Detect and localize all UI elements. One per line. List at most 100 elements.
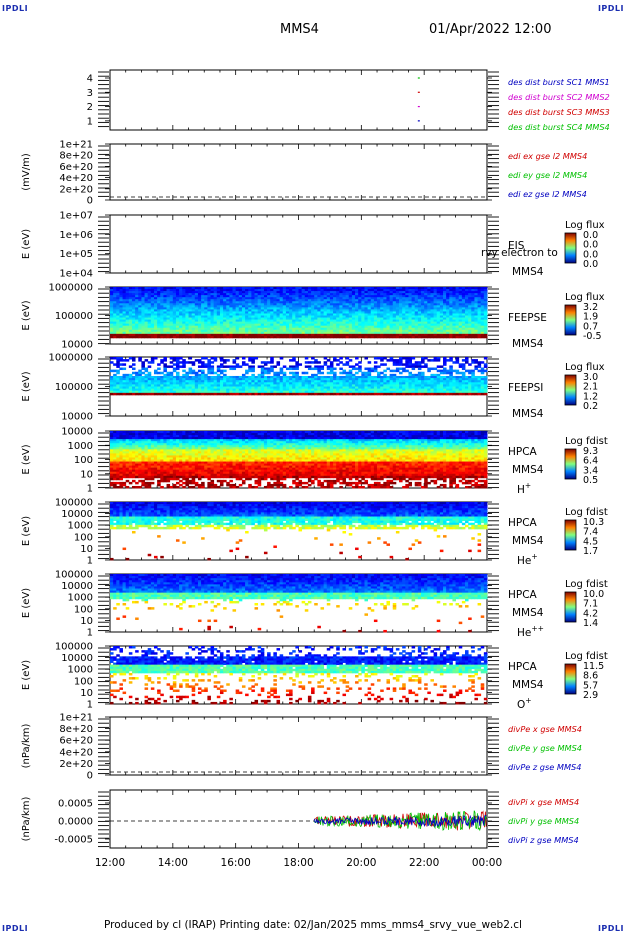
y-tick-label: 1 xyxy=(87,628,93,639)
colorbar xyxy=(564,374,577,406)
y-tick-label: 6e+20 xyxy=(59,736,93,747)
colorbar-tick-label: 9.3 xyxy=(583,446,598,457)
footer-credit: Produced by cl (IRAP) Printing date: 02/… xyxy=(104,919,522,931)
y-tick-label: 1e+06 xyxy=(59,230,93,241)
x-tick-label: 22:00 xyxy=(409,857,439,869)
y-tick-label: -0.0005 xyxy=(54,835,93,846)
panel-frame xyxy=(109,69,488,131)
y-tick-label: 3 xyxy=(87,88,93,99)
series-line xyxy=(313,814,487,828)
y-axis-label: E (eV) xyxy=(21,588,32,618)
instrument-label: HPCA xyxy=(508,446,538,458)
panel-frame xyxy=(109,214,488,274)
y-tick-label: 100000 xyxy=(55,570,93,581)
instrument-label: HPCA xyxy=(508,661,538,673)
legend-entry: divPe x gse MMS4 xyxy=(508,724,582,734)
x-tick-label: 00:00 xyxy=(472,857,502,869)
spacecraft-label: MMS4 xyxy=(512,338,544,350)
species-label: He+ xyxy=(517,552,538,567)
y-tick-label: 4e+20 xyxy=(59,173,93,184)
colorbar-tick-label: 3.2 xyxy=(583,302,598,313)
heatmap-hpca_hepp xyxy=(110,574,488,633)
corner-mark-top-right: IPDLI xyxy=(597,4,624,13)
colorbar-tick-label: 6.4 xyxy=(583,456,598,467)
colorbar-tick-label: 1.9 xyxy=(583,312,598,323)
spacecraft-label: MMS4 xyxy=(512,266,544,278)
spacecraft-title: MMS4 xyxy=(280,22,319,37)
colorbar-tick-label: 8.6 xyxy=(583,671,598,682)
colorbar-tick-label: 4.2 xyxy=(583,608,598,619)
colorbar-tick-label: 1.7 xyxy=(583,546,598,557)
y-tick-label: 1e+21 xyxy=(59,140,93,151)
legend-entry: divPe y gse MMS4 xyxy=(508,743,582,753)
y-tick-label: 10000 xyxy=(61,340,93,351)
colorbar-tick-label: 0.5 xyxy=(583,475,598,486)
y-axis-label: E (eV) xyxy=(21,444,32,474)
colorbar-tick-label: 0.2 xyxy=(583,401,598,412)
y-tick-label: 1e+04 xyxy=(59,269,93,280)
corner-mark-top-left: IPDLI xyxy=(2,4,29,13)
legend-entry: edi ez gse l2 MMS4 xyxy=(508,189,587,199)
colorbar xyxy=(564,519,577,551)
x-tick-label: 16:00 xyxy=(221,857,251,869)
panel-burst: 1 2 3 4 xyxy=(87,69,499,131)
y-tick-label: 8e+20 xyxy=(59,151,93,162)
y-tick-label: 10 xyxy=(80,688,93,699)
y-tick-label: 0.0000 xyxy=(58,817,93,828)
x-tick-label: 18:00 xyxy=(283,857,313,869)
y-tick-label: 100000 xyxy=(55,642,93,653)
colorbar-tick-label: 11.5 xyxy=(583,661,604,672)
y-tick-label: 100 xyxy=(74,676,93,687)
instrument-label: HPCA xyxy=(508,517,538,529)
corner-mark-bottom-right: IPDLI xyxy=(597,924,624,933)
heatmap-hpca_o xyxy=(110,646,488,705)
y-axis-label: (mV/m) xyxy=(21,153,32,191)
colorbar-title: Log fdist xyxy=(565,507,608,518)
colorbar-tick-label: 2.1 xyxy=(583,382,598,393)
colorbar-tick-label: 10.0 xyxy=(583,589,604,600)
legend-entry: des dist burst SC3 MMS3 xyxy=(508,107,610,117)
y-tick-label: 8e+20 xyxy=(59,724,93,735)
legend-entry: des dist burst SC4 MMS4 xyxy=(508,122,610,132)
y-tick-label: 1 xyxy=(87,116,93,127)
spacecraft-label: MMS4 xyxy=(512,535,544,547)
legend-entry: edi ex gse l2 MMS4 xyxy=(508,151,587,161)
y-tick-label: 0 xyxy=(87,771,93,782)
colorbar xyxy=(564,448,577,480)
panel-divpi: (nPa/km) -0.0005 0.0000 0.0005 xyxy=(21,789,499,849)
y-axis-label: E (eV) xyxy=(21,229,32,259)
species-label: O+ xyxy=(517,696,532,711)
y-tick-label: 100 xyxy=(74,532,93,543)
y-tick-label: 4 xyxy=(87,74,93,85)
instrument-label: FEEPSE xyxy=(508,312,547,324)
y-tick-label: 10000 xyxy=(61,509,93,520)
colorbar xyxy=(564,591,577,623)
colorbar-title: Log flux xyxy=(565,220,605,231)
spacecraft-label: MMS4 xyxy=(512,607,544,619)
y-tick-label: 0.0005 xyxy=(58,799,93,810)
legend-entry: des dist burst SC2 MMS2 xyxy=(508,92,610,102)
x-tick-label: 12:00 xyxy=(95,857,125,869)
y-tick-label: 1 xyxy=(87,700,93,711)
y-axis-label: E (eV) xyxy=(21,660,32,690)
panel-feepsi: E (eV) 10000 100000 1000000 xyxy=(21,353,499,423)
y-tick-label: 10000 xyxy=(61,653,93,664)
colorbar-tick-label: 7.4 xyxy=(583,527,598,538)
spacecraft-label: MMS4 xyxy=(512,679,544,691)
y-tick-label: 1e+05 xyxy=(59,249,93,260)
colorbar-tick-label: 1.4 xyxy=(583,618,598,629)
y-tick-label: 1000000 xyxy=(48,353,93,364)
legend-entry: divPi z gse MMS4 xyxy=(508,835,579,845)
y-tick-label: 10000 xyxy=(61,412,93,423)
colorbar-tick-label: 3.0 xyxy=(583,372,598,383)
y-axis-label: (nPa/km) xyxy=(21,797,32,842)
species-label: He++ xyxy=(517,624,544,639)
colorbar-tick-label: 0.0 xyxy=(583,240,598,251)
